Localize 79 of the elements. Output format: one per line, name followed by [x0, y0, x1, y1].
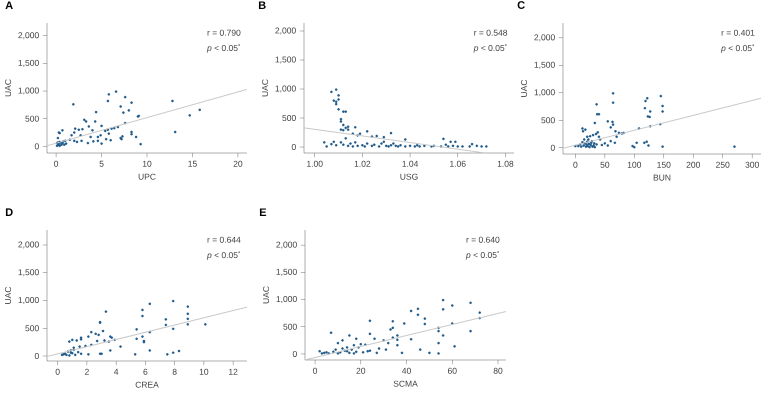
y-tick-label: 500	[282, 115, 296, 122]
annotation: r = 0.644	[208, 236, 241, 243]
annotation: r = 0.640	[466, 236, 500, 243]
y-tick-label: 500	[25, 116, 39, 122]
y-axis-title: UAC	[521, 80, 528, 97]
x-tick-label: 20	[234, 160, 242, 167]
y-tick-label: 1,000	[18, 296, 39, 304]
x-tick-label: 1.00	[307, 160, 323, 167]
chart-title: B	[258, 1, 266, 9]
x-tick-label: 300	[745, 162, 759, 168]
x-tick-label: 0	[573, 162, 578, 168]
annotation: p < 0.05$^{*}$	[720, 44, 754, 53]
x-tick-label: 6	[143, 368, 148, 375]
x-tick-label: 15	[188, 160, 197, 167]
y-axis-title: UAC	[5, 286, 12, 304]
chart-title: C	[518, 1, 525, 9]
x-tick-label: 0	[56, 368, 60, 375]
y-tick-label: 500	[283, 324, 297, 330]
x-tick-label: 10	[200, 368, 208, 375]
x-tick-label: 40	[402, 368, 411, 374]
x-tick-label: 4	[114, 368, 118, 375]
x-tick-label: 5	[100, 160, 104, 167]
annotation: p < 0.05$^{*}$	[466, 251, 500, 260]
annotation: p < 0.05$^{*}$	[206, 251, 240, 260]
x-tick-label: 2	[84, 368, 89, 375]
annotation: r = 0.401	[722, 30, 754, 36]
x-tick-label: 250	[716, 162, 730, 168]
x-tick-label: 200	[686, 162, 700, 168]
chart-title: E	[260, 208, 266, 216]
x-tick-label: 20	[356, 368, 366, 374]
x-tick-label: 1.06	[450, 160, 466, 167]
x-tick-label: 80	[494, 368, 502, 374]
x-tick-label: 10	[142, 160, 152, 167]
x-tick-label: 50	[600, 162, 610, 168]
x-tick-label: 1.08	[498, 160, 514, 167]
x-tick-label: 1.02	[354, 160, 370, 167]
y-tick-label: 2,000	[18, 32, 39, 40]
x-tick-label: 0	[313, 368, 318, 374]
x-axis-title: CREA	[136, 382, 159, 388]
x-tick-label: 12	[229, 368, 238, 375]
x-tick-label: 60	[448, 368, 457, 374]
chart-title: D	[6, 208, 13, 216]
annotation: p < 0.05$^{*}$	[474, 44, 507, 53]
annotation: r = 0.790	[208, 30, 240, 36]
x-tick-label: 0	[54, 160, 58, 167]
x-tick-label: 8	[172, 368, 177, 375]
y-tick-label: 2,000	[534, 34, 555, 42]
x-axis-title: USG	[400, 174, 418, 180]
y-tick-label: 0	[550, 144, 555, 151]
y-tick-label: 1,500	[18, 269, 39, 276]
y-tick-label: 1,000	[18, 88, 39, 95]
y-tick-label: 500	[25, 325, 39, 332]
y-tick-label: 2,000	[18, 241, 39, 248]
y-axis-title: UAC	[5, 79, 12, 96]
y-tick-label: 0	[292, 144, 296, 150]
x-tick-label: 100	[628, 162, 642, 168]
x-axis-title: UPC	[138, 174, 156, 180]
y-tick-label: 1,500	[276, 56, 296, 64]
x-tick-label: 150	[657, 162, 671, 168]
x-tick-label: 1.04	[402, 160, 418, 167]
y-tick-label: 2,000	[275, 28, 296, 35]
y-tick-label: 1,500	[534, 62, 555, 69]
y-tick-label: 1,500	[276, 268, 297, 276]
y-tick-label: 1,500	[18, 60, 39, 67]
y-tick-label: 0	[34, 143, 39, 150]
y-axis-title: UAC	[263, 286, 270, 304]
chart-title: A	[5, 1, 13, 9]
y-tick-label: 2,000	[276, 242, 297, 249]
annotation: r = 0.548	[474, 30, 508, 36]
annotation: p < 0.05$^{*}$	[206, 44, 240, 53]
x-axis-title: BUN	[654, 174, 670, 181]
x-axis-title: SCMA	[394, 380, 418, 387]
y-tick-label: 1,000	[276, 86, 296, 93]
y-axis-title: UAC	[262, 79, 268, 96]
y-tick-label: 1,000	[276, 296, 297, 304]
y-tick-label: 0	[34, 353, 39, 360]
y-tick-label: 0	[292, 350, 297, 357]
y-tick-label: 500	[541, 117, 555, 124]
y-tick-label: 1,000	[534, 89, 555, 96]
